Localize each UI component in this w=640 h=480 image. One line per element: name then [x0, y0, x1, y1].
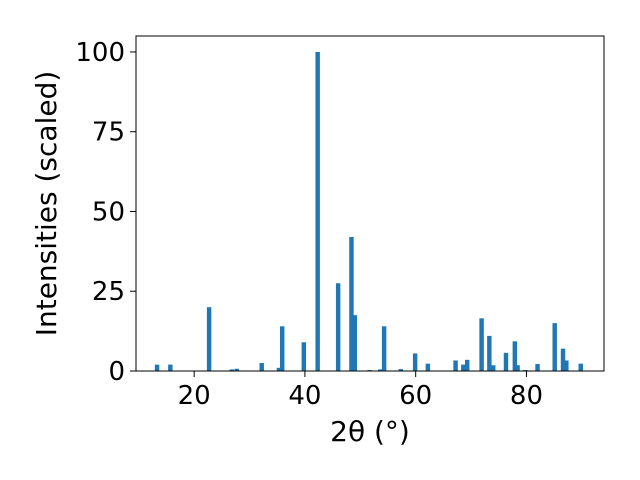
bar: [564, 360, 569, 371]
bar: [168, 364, 173, 371]
plot-area-frame: [135, 35, 605, 372]
bar: [578, 363, 583, 371]
bar: [352, 315, 357, 371]
bar: [280, 326, 285, 371]
bar: [560, 348, 566, 371]
bar: [259, 363, 264, 371]
bar: [535, 363, 540, 371]
y-axis-label: Intensities (scaled): [30, 71, 63, 337]
x-tick-label: 40: [288, 381, 321, 411]
bar: [512, 341, 518, 371]
x-axis-label: 2θ (°): [330, 415, 410, 448]
bar: [398, 369, 403, 371]
bar: [412, 353, 418, 371]
bar: [425, 363, 431, 371]
bar: [378, 369, 383, 371]
x-tick-label: 60: [399, 381, 432, 411]
y-tick-label: 0: [108, 357, 125, 387]
bar: [491, 365, 496, 371]
bar: [487, 335, 492, 371]
bar: [206, 307, 212, 371]
y-tick-label: 25: [92, 277, 125, 307]
bar: [381, 326, 387, 371]
bar: [453, 360, 458, 371]
bar: [315, 51, 320, 371]
bar: [503, 352, 509, 371]
bar: [552, 323, 557, 371]
x-tick-label: 20: [178, 381, 211, 411]
x-tick-label: 80: [510, 381, 543, 411]
y-tick-label: 50: [92, 197, 125, 227]
x-axis-ticks: 20 40 60 80: [178, 371, 543, 411]
bar: [335, 283, 341, 371]
bar: [301, 342, 307, 371]
bar: [464, 359, 470, 371]
bar: [234, 368, 240, 371]
bar: [479, 318, 484, 371]
bar: [276, 367, 282, 371]
bar: [349, 237, 354, 371]
y-tick-label: 75: [92, 118, 125, 148]
bar: [229, 369, 235, 371]
bar: [154, 364, 160, 371]
y-tick-label: 100: [75, 38, 125, 68]
y-axis-ticks: 0 25 50 75 100: [75, 38, 136, 387]
bar: [515, 365, 520, 371]
bar: [461, 364, 466, 371]
